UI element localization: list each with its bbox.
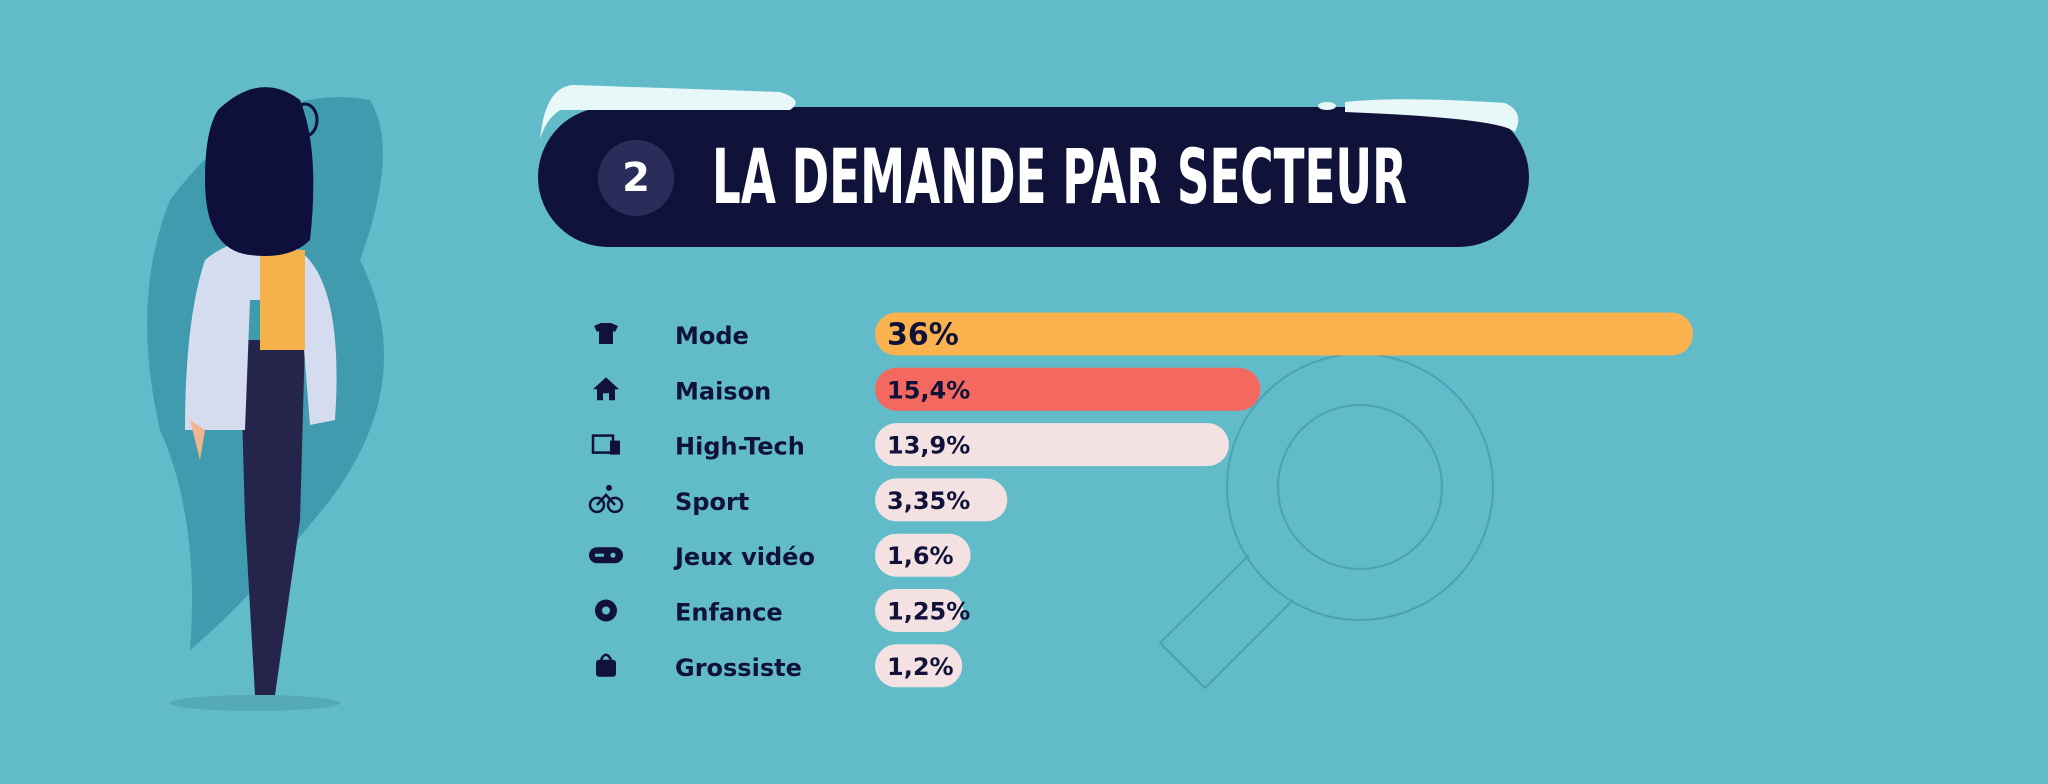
- badge: [598, 140, 674, 216]
- value-label: 15,4%: [887, 376, 970, 404]
- bar: [875, 423, 1229, 467]
- category-label: Mode: [675, 322, 749, 350]
- icon: [606, 484, 612, 491]
- category-label: High-Tech: [675, 433, 805, 461]
- title-banner: [538, 107, 1529, 247]
- snow: [540, 85, 796, 140]
- icon: [606, 496, 624, 514]
- value-label: 1,2%: [887, 653, 954, 681]
- icon: [595, 553, 604, 557]
- chart-title: LA DEMANDE PAR SECTEUR: [712, 132, 1407, 221]
- icon: [593, 377, 619, 401]
- category-label: Jeux vidéo: [673, 543, 815, 571]
- bar: [875, 478, 1008, 522]
- value-label: 1,6%: [887, 542, 954, 570]
- icon: [610, 440, 620, 455]
- bar: [875, 312, 1693, 356]
- value-label: 13,9%: [887, 432, 970, 460]
- icon: [610, 552, 616, 558]
- snow: [1318, 102, 1336, 110]
- category-label: Sport: [675, 488, 749, 516]
- icon: [589, 547, 623, 564]
- badge-number: 2: [622, 155, 650, 201]
- icon: [596, 493, 616, 506]
- bar: [875, 589, 964, 632]
- icon: [596, 659, 616, 677]
- category-label: Grossiste: [675, 654, 802, 682]
- bar: [875, 644, 963, 688]
- icon: [594, 323, 618, 344]
- character-illustration: [147, 87, 384, 711]
- bar: [875, 533, 971, 577]
- value-label: 1,25%: [887, 598, 970, 626]
- category-label: Enfance: [675, 599, 783, 627]
- value-label: 3,35%: [887, 487, 970, 515]
- snow: [1345, 99, 1519, 132]
- icon: [599, 653, 613, 661]
- value-label: 36%: [887, 318, 959, 353]
- icon: [602, 606, 610, 615]
- icon: [588, 496, 606, 514]
- bar: [875, 367, 1261, 411]
- category-label: Maison: [675, 377, 771, 405]
